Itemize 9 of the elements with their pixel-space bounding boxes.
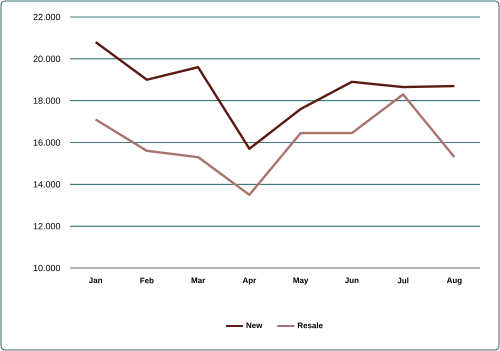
y-tick-label: 20.000 [34,56,60,62]
y-tick-label: 16.000 [34,139,60,146]
line-series [94,40,456,150]
y-tick-label: 18.000 [34,97,60,104]
y-tick-label: 12.000 [34,222,60,230]
line-series [94,93,456,196]
y-tick-label: 10.000 [34,264,60,272]
y-tick-label: 22.000 [34,14,60,20]
y-tick-label: 14.000 [34,181,60,188]
